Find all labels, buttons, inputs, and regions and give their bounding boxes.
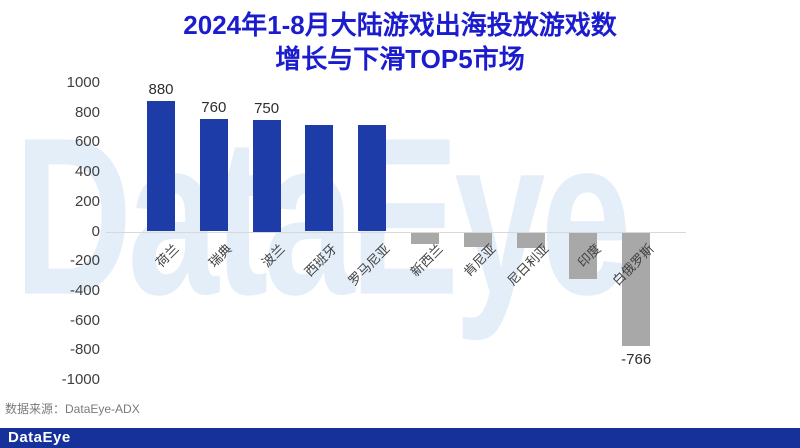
y-axis-tick: 400 <box>74 163 100 181</box>
y-axis-tick: 0 <box>91 222 100 240</box>
bar-肯尼亚 <box>463 232 492 247</box>
bar-尼日利亚 <box>516 232 545 249</box>
bar-罗马尼亚 <box>358 125 387 232</box>
value-label: 760 <box>201 98 227 116</box>
bar-白俄罗斯 <box>622 232 651 347</box>
bar-西班牙 <box>305 124 334 232</box>
chart-title-line2: 增长与下滑TOP5市场 <box>275 44 525 74</box>
x-axis-line <box>106 232 686 233</box>
y-axis-tick: 200 <box>74 192 100 210</box>
bar-印度 <box>569 232 598 279</box>
y-axis-tick: -600 <box>69 311 100 329</box>
y-axis-tick: 800 <box>74 103 100 121</box>
category-label: 新西兰 <box>407 241 446 280</box>
data-source-value: DataEye-ADX <box>65 402 140 416</box>
y-axis-tick: 600 <box>74 133 100 151</box>
data-source-label: 数据来源： <box>5 402 66 416</box>
category-label: 西班牙 <box>301 241 341 280</box>
y-axis-tick: -800 <box>69 341 100 359</box>
dataeye-logo: DataEye <box>8 429 71 446</box>
bar-新西兰 <box>411 232 439 245</box>
data-source-note: 数据来源：DataEye-ADX <box>5 400 140 417</box>
y-axis-tick: -400 <box>69 281 100 299</box>
category-label: 罗马尼亚 <box>345 241 393 289</box>
chart-title-line1: 2024年1-8月大陆游戏出海投放游戏数 <box>183 10 617 40</box>
y-axis-tick: 1000 <box>66 74 100 91</box>
bar-荷兰 <box>147 100 175 232</box>
category-label: 瑞典 <box>205 241 235 271</box>
value-label: -766 <box>621 351 652 369</box>
footer-bar: DataEye <box>0 428 800 448</box>
y-axis-tick: -200 <box>69 252 100 270</box>
category-label: 波兰 <box>258 241 288 271</box>
y-axis-tick: -1000 <box>61 371 100 388</box>
bar-瑞典 <box>199 118 228 232</box>
category-label: 荷兰 <box>152 241 182 271</box>
value-label: 880 <box>148 80 174 98</box>
bar-波兰 <box>252 120 281 232</box>
value-label: 750 <box>254 100 280 118</box>
chart-title: 2024年1-8月大陆游戏出海投放游戏数 增长与下滑TOP5市场 <box>0 8 800 76</box>
